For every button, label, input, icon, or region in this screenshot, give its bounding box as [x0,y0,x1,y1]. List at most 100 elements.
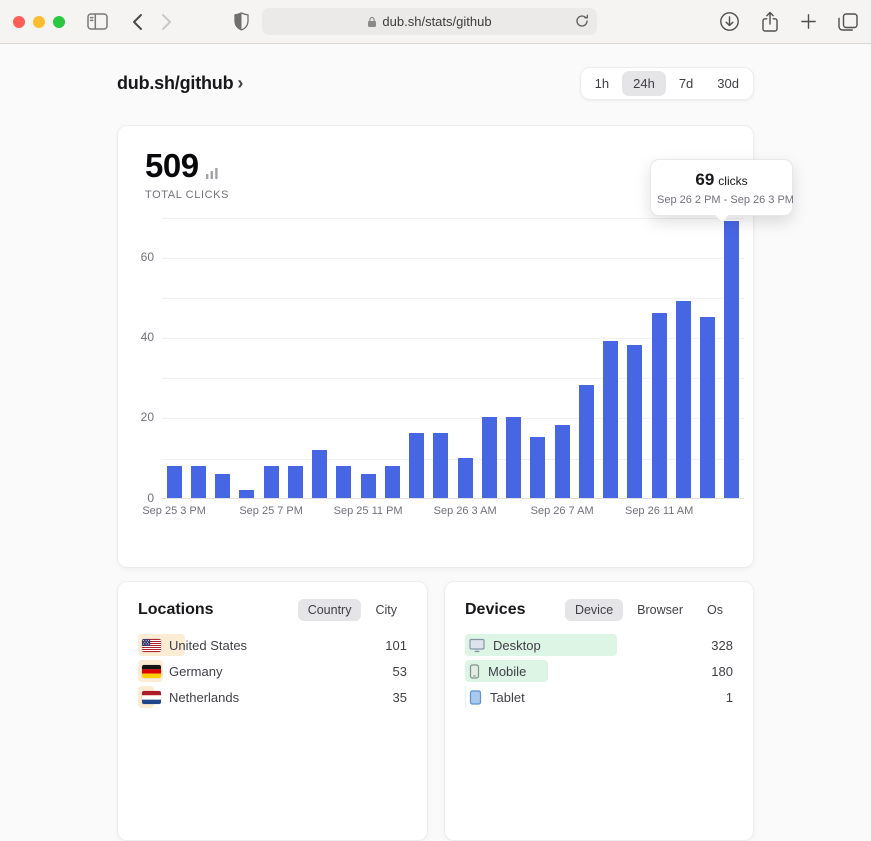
x-tick-Sep 26 11 AM: Sep 26 11 AM [624,504,694,517]
row-value: 101 [385,637,407,653]
row-name: Netherlands [169,689,240,705]
bar-chart-icon [205,166,219,181]
bar-Sep 26 7 AM[interactable] [554,425,570,498]
link-title[interactable]: dub.sh/github › [117,73,243,94]
bar-Sep 25 7 PM[interactable] [263,465,279,498]
gridline-10 [162,458,744,460]
bar-Sep 25 9 PM[interactable] [312,449,328,498]
x-tick-Sep 26 3 AM: Sep 26 3 AM [433,504,497,517]
minimize-window-button[interactable] [33,15,45,28]
link-title-text: dub.sh/github [117,72,234,93]
tooltip-unit: clicks [718,174,748,188]
clicks-chart-card: 509 TOTAL CLICKS Sep 25 3 PM Sep 25 7 PM S… [117,125,794,568]
bar-Sep 25 11 PM[interactable] [360,473,376,498]
row-value: 35 [392,689,407,705]
locations-title: Locations [138,601,214,618]
bar-Sep 26 8 AM[interactable] [578,385,594,498]
row-bar [465,634,617,656]
time-range-selector: 1h 24h 7d 30d [579,66,754,100]
bar-Sep 26 2 PM[interactable] [724,220,740,498]
total-clicks-stat: 509 TOTAL CLICKS [118,126,753,201]
bar-Sep 26 11 AM[interactable] [651,313,667,498]
row-value: 53 [392,663,407,679]
y-tick-40: 40 [140,330,154,345]
bar-Sep 26 1 PM[interactable] [700,317,716,498]
bars-container [162,218,744,498]
bar-Sep 26 1 AM[interactable] [409,433,425,498]
chart-plot-area [162,217,744,499]
devices-panel: Devices Device Browser Os Desktop 328 Mobile… [444,581,754,841]
bar-Sep 26 12 PM[interactable] [675,301,691,498]
bar-Sep 26 6 AM[interactable] [530,437,546,498]
gridline-30 [162,378,744,380]
x-tick-Sep 26 7 AM: Sep 26 7 AM [530,504,594,517]
tablet-icon [469,689,482,705]
row-bar [465,686,466,708]
tab-overview-icon[interactable] [838,12,858,31]
y-tick-20: 20 [140,410,154,425]
locations-row-united-states[interactable]: United States 101 [138,634,407,656]
sidebar-toggle-icon[interactable] [87,13,108,30]
bar-Sep 26 2 AM[interactable] [433,433,449,498]
devices-tab-browser[interactable]: Browser [627,599,693,621]
bar-Sep 26 3 AM[interactable] [457,457,473,498]
bar-Sep 25 3 PM[interactable] [166,465,182,498]
devices-row-tablet[interactable]: Tablet 1 [465,686,733,708]
address-bar[interactable]: dub.sh/stats/github [262,8,597,35]
y-tick-60: 60 [140,249,154,264]
gridline-70 [162,217,744,219]
bar-Sep 26 10 AM[interactable] [627,345,643,498]
time-range-1h[interactable]: 1h [584,71,620,96]
devices-row-desktop[interactable]: Desktop 328 [465,634,733,656]
row-value: 328 [711,637,733,653]
row-name: Germany [169,663,223,679]
privacy-shield-icon[interactable] [234,12,249,31]
bar-Sep 26 4 AM[interactable] [481,417,497,498]
gridline-40 [162,338,744,340]
bar-Sep 25 4 PM[interactable] [190,465,206,498]
downloads-icon[interactable] [719,11,740,32]
chevron-right-icon: › [237,72,244,93]
address-bar-url: dub.sh/stats/github [382,14,492,29]
locations-row-netherlands[interactable]: Netherlands 35 [138,686,407,708]
gridline-50 [162,297,744,299]
bar-Sep 26 5 AM[interactable] [506,417,522,498]
share-icon[interactable] [761,11,779,33]
us-flag-icon [142,638,161,652]
row-name: United States [169,637,248,653]
bar-Sep 25 10 PM[interactable] [336,465,352,498]
x-tick-Sep 25 3 PM: Sep 25 3 PM [142,504,206,517]
bar-Sep 25 5 PM[interactable] [215,473,231,498]
close-window-button[interactable] [13,15,25,28]
bar-Sep 26 12 AM[interactable] [384,465,400,498]
bar-Sep 25 6 PM[interactable] [239,489,255,498]
row-name: Desktop [493,637,541,653]
time-range-24h[interactable]: 24h [622,70,666,96]
mobile-icon [469,663,480,679]
gridline-20 [162,418,744,420]
time-range-30d[interactable]: 30d [706,71,750,96]
row-name: Tablet [490,689,525,705]
x-tick-Sep 25 7 PM: Sep 25 7 PM [239,504,303,517]
page-header: dub.sh/github › 1h 24h 7d 30d [117,66,754,100]
window-controls [13,15,65,28]
de-flag-icon [142,664,161,678]
reload-icon[interactable] [575,14,589,31]
devices-tab-os[interactable]: Os [697,599,733,621]
devices-tab-device[interactable]: Device [564,599,624,621]
locations-tabs: Country City [297,599,407,621]
locations-tab-country[interactable]: Country [297,599,362,621]
bar-Sep 26 9 AM[interactable] [603,341,619,498]
zoom-window-button[interactable] [53,15,65,28]
tooltip-value: 69 [695,170,715,189]
time-range-7d[interactable]: 7d [668,71,704,96]
desktop-icon [469,638,485,653]
back-icon[interactable] [132,13,143,31]
locations-tab-city[interactable]: City [365,599,407,621]
forward-icon[interactable] [161,13,172,31]
locations-row-germany[interactable]: Germany 53 [138,660,407,682]
row-value: 1 [725,689,733,705]
bar-Sep 25 8 PM[interactable] [287,465,303,498]
new-tab-icon[interactable] [800,13,817,30]
devices-row-mobile[interactable]: Mobile 180 [465,660,733,682]
